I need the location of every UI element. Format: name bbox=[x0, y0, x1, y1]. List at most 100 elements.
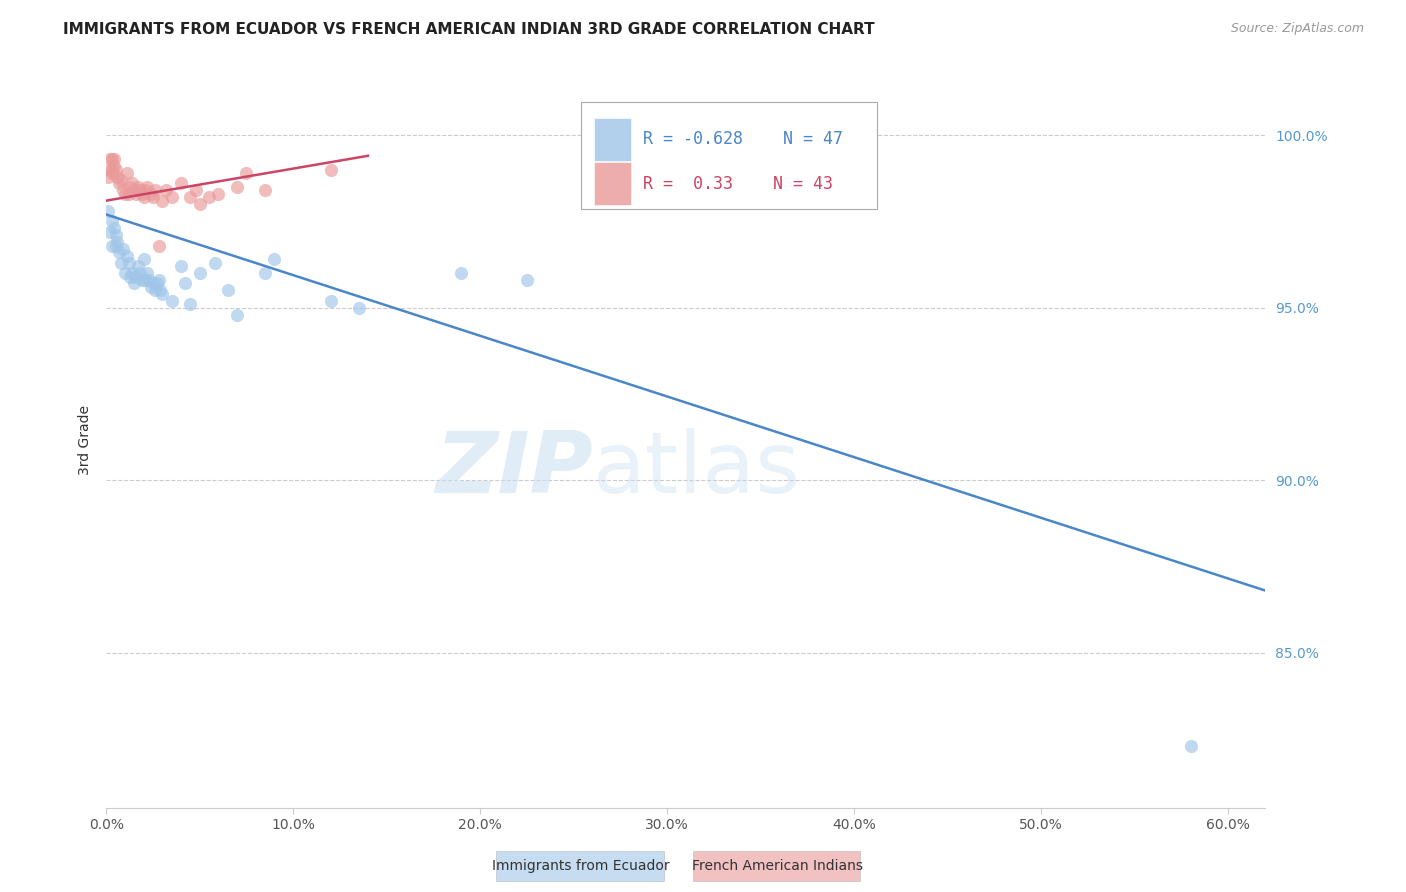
Point bbox=[207, 186, 229, 201]
Point bbox=[108, 245, 131, 260]
Point bbox=[120, 269, 142, 284]
Text: atlas: atlas bbox=[593, 428, 801, 511]
Text: Source: ZipAtlas.com: Source: ZipAtlas.com bbox=[1230, 22, 1364, 36]
Point bbox=[160, 190, 183, 204]
Point bbox=[150, 286, 173, 301]
Point bbox=[115, 249, 138, 263]
Text: Immigrants from Ecuador: Immigrants from Ecuador bbox=[492, 859, 669, 873]
Point bbox=[104, 238, 127, 252]
Point bbox=[184, 183, 207, 197]
Point bbox=[134, 273, 156, 287]
Point bbox=[131, 186, 153, 201]
Point bbox=[131, 273, 153, 287]
Point bbox=[148, 238, 170, 252]
Point bbox=[139, 280, 162, 294]
FancyBboxPatch shape bbox=[582, 103, 877, 209]
Point bbox=[254, 183, 277, 197]
Point bbox=[138, 273, 160, 287]
Point bbox=[139, 186, 162, 201]
Point bbox=[108, 177, 131, 191]
FancyBboxPatch shape bbox=[595, 118, 631, 161]
Point bbox=[98, 225, 121, 239]
Point bbox=[145, 277, 167, 291]
Point bbox=[188, 197, 211, 211]
Point bbox=[104, 228, 127, 243]
Point bbox=[105, 235, 128, 249]
Point bbox=[104, 162, 127, 177]
Text: French American Indians: French American Indians bbox=[692, 859, 863, 873]
Point bbox=[114, 186, 136, 201]
Point bbox=[125, 269, 148, 284]
Text: R =  0.33    N = 43: R = 0.33 N = 43 bbox=[643, 175, 832, 193]
Point bbox=[121, 266, 143, 280]
Point bbox=[111, 242, 134, 256]
Point bbox=[125, 186, 148, 201]
Point bbox=[111, 183, 134, 197]
Point bbox=[226, 179, 249, 194]
Point bbox=[170, 259, 193, 273]
Point bbox=[115, 166, 138, 180]
Point bbox=[198, 190, 221, 204]
Point bbox=[122, 183, 145, 197]
Point bbox=[170, 177, 193, 191]
Point bbox=[132, 252, 155, 267]
Point bbox=[110, 173, 132, 187]
Y-axis label: 3rd Grade: 3rd Grade bbox=[79, 406, 93, 475]
Point bbox=[128, 266, 150, 280]
Point bbox=[319, 162, 342, 177]
Point bbox=[179, 297, 201, 311]
Point bbox=[105, 169, 128, 184]
Point bbox=[226, 308, 249, 322]
Point bbox=[173, 277, 195, 291]
Point bbox=[347, 301, 370, 315]
Point bbox=[97, 204, 120, 219]
Point bbox=[100, 166, 122, 180]
Point bbox=[143, 284, 166, 298]
Point bbox=[516, 273, 538, 287]
Point bbox=[142, 190, 165, 204]
Point bbox=[319, 293, 342, 308]
Point bbox=[98, 162, 121, 177]
Point bbox=[100, 238, 122, 252]
Point bbox=[160, 293, 183, 308]
Point bbox=[98, 153, 121, 167]
Point bbox=[1180, 739, 1202, 753]
Point bbox=[114, 266, 136, 280]
Text: R = -0.628    N = 47: R = -0.628 N = 47 bbox=[643, 130, 842, 148]
Point bbox=[103, 159, 125, 173]
Point bbox=[100, 153, 122, 167]
Point bbox=[127, 259, 149, 273]
Point bbox=[143, 183, 166, 197]
Point bbox=[149, 284, 172, 298]
Point bbox=[148, 273, 170, 287]
Point bbox=[122, 277, 145, 291]
Point bbox=[128, 183, 150, 197]
Point bbox=[263, 252, 285, 267]
Point bbox=[100, 214, 122, 228]
Point bbox=[150, 194, 173, 208]
Point bbox=[103, 221, 125, 235]
Text: IMMIGRANTS FROM ECUADOR VS FRENCH AMERICAN INDIAN 3RD GRADE CORRELATION CHART: IMMIGRANTS FROM ECUADOR VS FRENCH AMERIC… bbox=[63, 22, 875, 37]
Point bbox=[155, 183, 177, 197]
Text: ZIP: ZIP bbox=[436, 428, 593, 511]
Point bbox=[136, 179, 159, 194]
Point bbox=[100, 162, 122, 177]
FancyBboxPatch shape bbox=[595, 162, 631, 205]
Point bbox=[217, 284, 239, 298]
Point bbox=[120, 179, 142, 194]
Point bbox=[136, 266, 159, 280]
Point bbox=[235, 166, 257, 180]
Point bbox=[179, 190, 201, 204]
Point bbox=[134, 183, 156, 197]
Point bbox=[121, 177, 143, 191]
Point bbox=[142, 277, 165, 291]
Point bbox=[117, 186, 139, 201]
Point bbox=[117, 256, 139, 270]
Point bbox=[97, 169, 120, 184]
Point bbox=[127, 179, 149, 194]
Point bbox=[204, 256, 226, 270]
Point bbox=[103, 153, 125, 167]
Point bbox=[188, 266, 211, 280]
Point bbox=[132, 190, 155, 204]
Point bbox=[254, 266, 277, 280]
